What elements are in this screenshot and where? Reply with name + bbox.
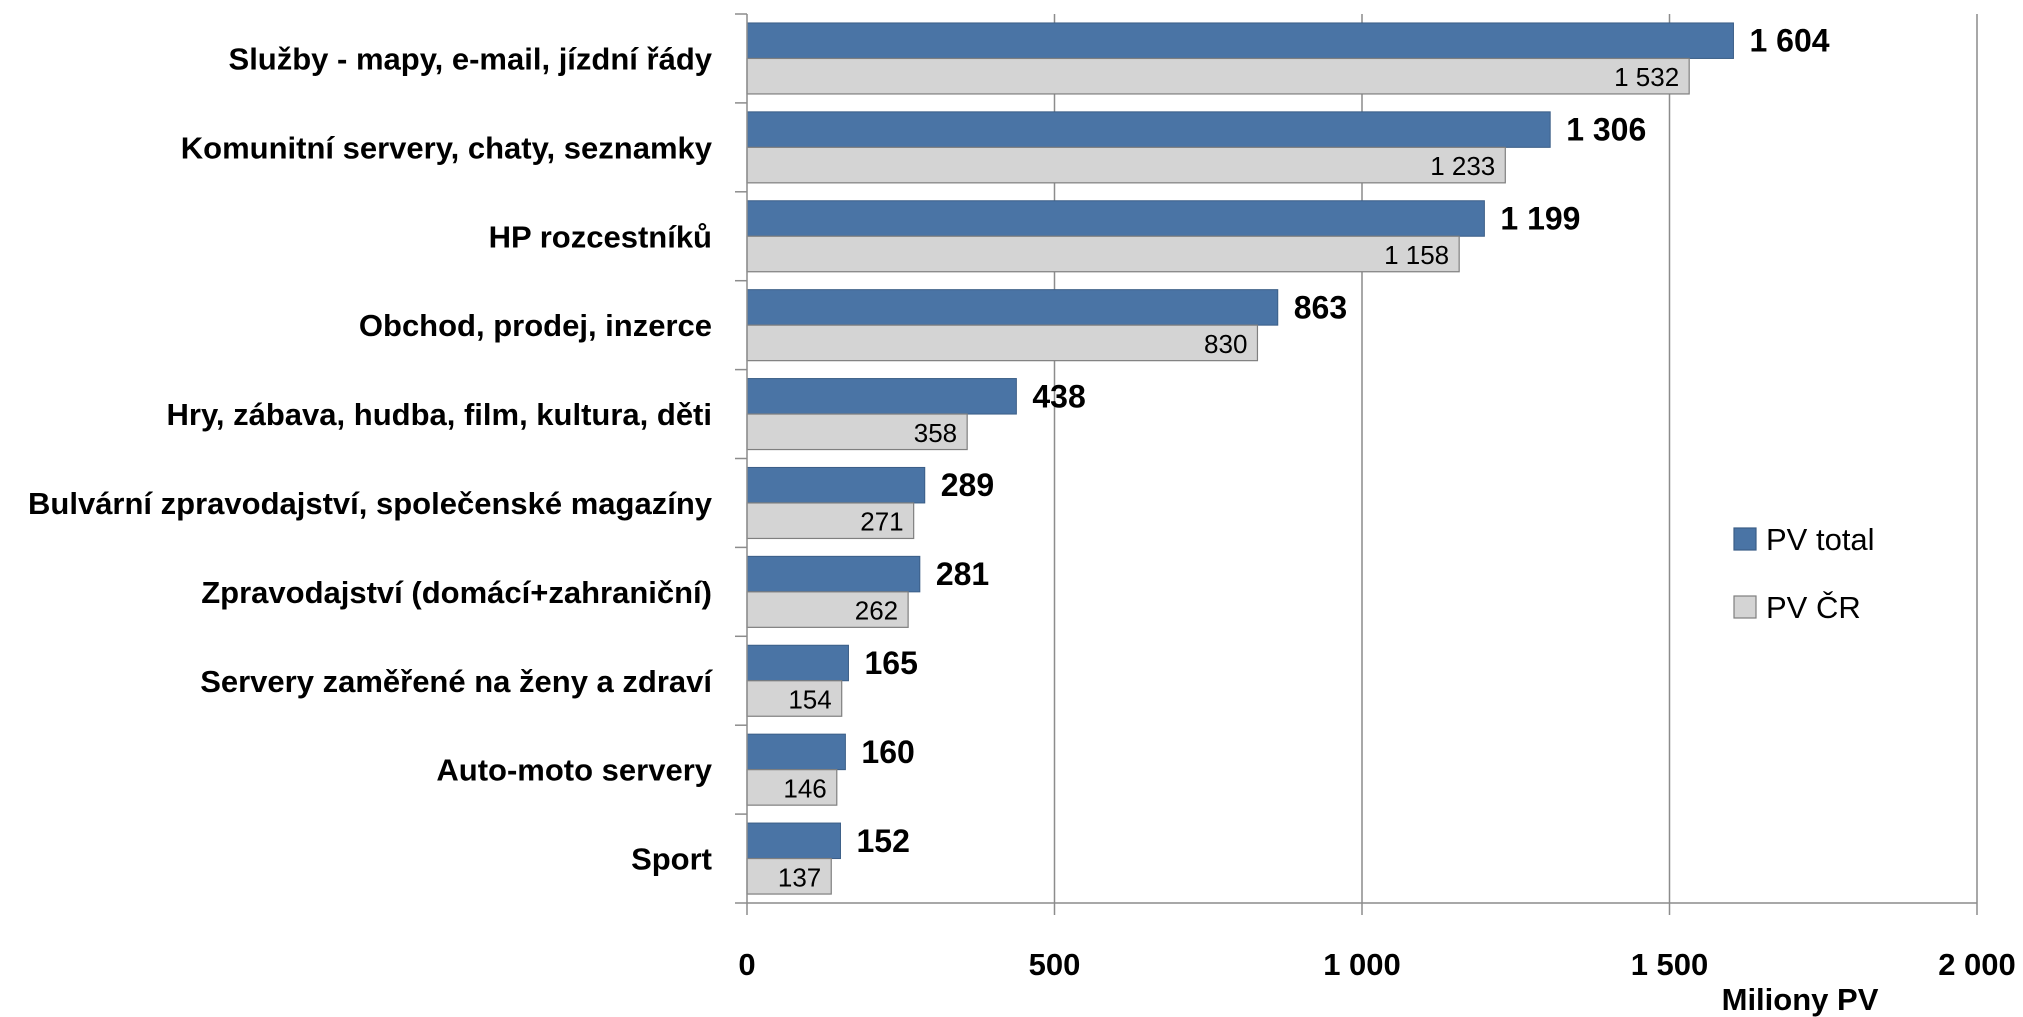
bar-pv-total [746,289,1279,326]
bar-pv-total [746,200,1485,237]
axes [735,13,1978,915]
category-label: HP rozcestníků [489,219,712,254]
category-label: Zpravodajství (domácí+zahraniční) [201,575,712,610]
labels: 0 500 1 000 1 500 2 000 Služby - mapy, e-mail… [28,23,2016,982]
data-label-pv-cr: 830 [1204,329,1247,359]
bar-pv-total [746,733,846,771]
bar-pv-cr [746,324,1259,362]
category-label: Servery zaměřené na ženy a zdraví [200,664,713,699]
category-label: Auto-moto servery [436,753,712,788]
bar-pv-total [746,466,926,504]
bar-pv-cr [746,591,909,628]
data-label-pv-cr: 271 [860,507,903,537]
x-axis-title: Miliony PV [1722,982,1879,1017]
category-label: Hry, zábava, hudba, film, kultura, děti [167,397,712,432]
bar-pv-cr [746,680,843,717]
data-label-pv-total: 1 199 [1500,201,1580,237]
data-label-pv-total: 1 604 [1749,23,1829,59]
category-label: Komunitní servery, chaty, seznamky [181,130,713,165]
category-label: Sport [631,842,712,877]
data-label-pv-total: 863 [1294,289,1347,325]
legend-swatch [1733,595,1757,619]
category-label: Bulvární zpravodajství, společenské maga… [28,486,713,521]
data-label-pv-total: 281 [936,556,989,592]
bar-pv-total [746,644,849,682]
bar-pv-total [746,378,1017,415]
x-tick-label: 0 [738,947,755,982]
bar-pv-total [746,822,841,860]
bar-pv-cr [746,235,1460,273]
data-label-pv-cr: 1 158 [1384,240,1449,270]
bar-pv-cr [746,769,838,806]
x-tick-label: 500 [1029,947,1081,982]
data-label-pv-cr: 154 [788,685,831,715]
data-label-pv-cr: 146 [783,773,826,803]
bar-pv-cr [746,413,968,451]
data-label-pv-cr: 137 [778,862,821,892]
data-label-pv-cr: 262 [855,596,898,626]
bar-pv-total [746,111,1551,148]
category-label: Obchod, prodej, inzerce [359,308,712,343]
bar-pv-total [746,22,1734,59]
bar-pv-total [746,555,921,593]
data-label-pv-total: 152 [856,823,909,859]
data-label-pv-total: 289 [941,467,994,503]
data-label-pv-total: 1 306 [1566,112,1646,148]
data-label-pv-total: 160 [861,734,914,770]
data-label-pv-cr: 1 532 [1614,62,1679,92]
legend-label: PV ČR [1766,590,1861,625]
data-label-pv-cr: 358 [914,418,957,448]
x-tick-label: 1 500 [1631,947,1709,982]
legend: PV total PV ČR [1733,522,1875,625]
data-label-pv-total: 438 [1032,378,1085,414]
bar-pv-cr [746,857,832,895]
category-label: Služby - mapy, e-mail, jízdní řády [229,41,713,76]
legend-swatch [1733,527,1757,551]
data-label-pv-total: 165 [864,645,917,681]
legend-label: PV total [1766,522,1875,557]
bars [746,22,1734,895]
x-tick-label: 1 000 [1323,947,1401,982]
bar-pv-cr [746,57,1690,95]
x-tick-label: 2 000 [1938,947,2016,982]
bar-pv-cr [746,146,1506,184]
bar-pv-cr [746,502,915,540]
data-label-pv-cr: 1 233 [1430,151,1495,181]
